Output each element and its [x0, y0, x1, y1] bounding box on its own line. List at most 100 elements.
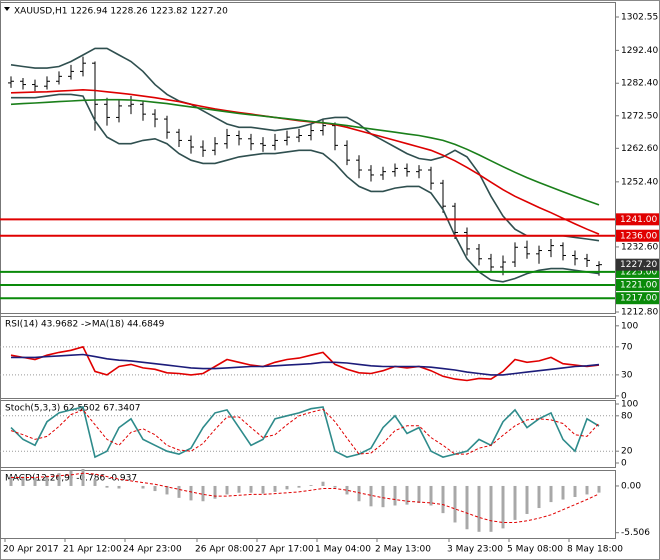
x-tick-label: 3 May 23:00 — [447, 545, 503, 555]
y-tick-label: 70 — [621, 342, 633, 352]
histogram-bar — [561, 485, 565, 500]
x-tick-label: 21 Apr 12:00 — [63, 545, 122, 555]
histogram-bar — [345, 485, 349, 495]
histogram-bar — [357, 485, 361, 502]
histogram-bar — [513, 485, 517, 520]
dropdown-icon — [4, 7, 10, 11]
panel-title: XAUUSD,H1 1226.94 1228.26 1223.82 1227.2… — [14, 7, 228, 17]
histogram-bar — [321, 481, 325, 486]
y-tick-label: 0 — [621, 391, 627, 401]
y-tick-label: 1302.55 — [621, 13, 658, 23]
y-tick-label: 20 — [621, 447, 633, 457]
histogram-bar — [477, 485, 481, 532]
level-label: 1241.00 — [620, 215, 657, 225]
y-tick-label: 1292.40 — [621, 46, 658, 56]
histogram-bar — [9, 475, 13, 486]
y-tick-label: 1212.80 — [621, 308, 658, 318]
y-tick-label: 0.00 — [621, 481, 641, 491]
series-line — [10, 345, 600, 382]
histogram-bar — [165, 485, 169, 495]
level-label: 1217.00 — [620, 294, 657, 304]
histogram-bar — [141, 485, 145, 489]
histogram-bar — [297, 485, 301, 488]
x-tick-label: 26 Apr 08:00 — [195, 545, 254, 555]
histogram-bar — [213, 485, 217, 499]
panel-title: RSI(14) 43.9682 ->MA(18) 44.6849 — [5, 320, 165, 330]
histogram-bar — [189, 485, 193, 501]
histogram-bar — [441, 485, 445, 514]
histogram-bar — [549, 485, 553, 503]
histogram-bar — [201, 485, 205, 502]
main-panel — [0, 2, 616, 314]
y-tick-label: -5.506 — [621, 528, 650, 538]
histogram-bar — [333, 485, 337, 488]
histogram-bar — [93, 479, 97, 486]
level-label: 1236.00 — [620, 231, 657, 241]
stoch-panel — [0, 400, 616, 468]
x-tick-label: 8 May 18:00 — [567, 545, 623, 555]
histogram-bar — [381, 485, 385, 508]
histogram-bar — [81, 468, 85, 486]
series-line — [10, 408, 600, 455]
level-label-box — [616, 279, 659, 292]
histogram-bar — [225, 485, 229, 495]
histogram-bar — [153, 485, 157, 492]
histogram-bar — [33, 477, 37, 486]
level-label: 1225.00 — [620, 267, 657, 277]
series-line — [11, 93, 600, 283]
histogram-bar — [69, 470, 73, 486]
histogram-bar — [489, 485, 493, 532]
y-tick-label: 1252.40 — [621, 177, 658, 187]
level-label-box — [616, 229, 659, 242]
y-tick-label: 30 — [621, 370, 633, 380]
histogram-bar — [597, 485, 601, 493]
histogram-bar — [369, 485, 373, 507]
y-tick-label: 0 — [621, 458, 627, 468]
rsi-panel — [0, 316, 616, 399]
histogram-bar — [417, 485, 421, 503]
histogram-bar — [537, 485, 541, 509]
histogram-bar — [465, 485, 469, 530]
histogram-bar — [45, 475, 49, 486]
y-tick-label: 1262.60 — [621, 144, 658, 154]
histogram-bar — [273, 485, 277, 492]
histogram-bar — [429, 485, 433, 506]
y-tick-label: 100 — [621, 400, 638, 410]
y-tick-label: 1232.60 — [621, 242, 658, 252]
x-tick-label: 1 May 04:00 — [315, 545, 371, 555]
histogram-bar — [309, 485, 313, 486]
histogram-bar — [393, 485, 397, 506]
y-tick-label: 100 — [621, 321, 638, 331]
histogram-bar — [237, 485, 241, 493]
histogram-bar — [453, 485, 457, 523]
series-line — [10, 47, 600, 242]
histogram-bar — [249, 485, 253, 493]
level-label-box — [616, 213, 659, 226]
price-label: 1227.20 — [620, 260, 657, 270]
panel-title: Stoch(5,3,3) 62.5502 67.3407 — [5, 404, 140, 414]
macd-panel — [0, 470, 616, 539]
histogram-bar — [405, 485, 409, 505]
panels — [0, 2, 616, 539]
x-tick-label: 5 May 08:00 — [507, 545, 563, 555]
series-line — [10, 406, 600, 459]
histogram-bar — [525, 485, 529, 514]
x-tick-label: 20 Apr 2017 — [3, 545, 59, 555]
histogram-bar — [501, 485, 505, 529]
series-line — [11, 353, 600, 376]
histogram-bar — [57, 473, 61, 486]
y-tick-label: 1272.50 — [621, 111, 658, 121]
histogram-bar — [585, 485, 589, 495]
histogram-bar — [573, 485, 577, 497]
x-tick-label: 24 Apr 23:00 — [123, 545, 182, 555]
histogram-bar — [21, 476, 25, 486]
y-tick-label: 80 — [621, 411, 633, 421]
y-tick-label: 1282.40 — [621, 79, 658, 89]
x-tick-label: 27 Apr 17:00 — [255, 545, 314, 555]
x-tick-label: 2 May 13:00 — [375, 545, 431, 555]
histogram-bar — [105, 485, 109, 488]
price-box — [616, 258, 659, 271]
histogram-bar — [117, 485, 121, 489]
